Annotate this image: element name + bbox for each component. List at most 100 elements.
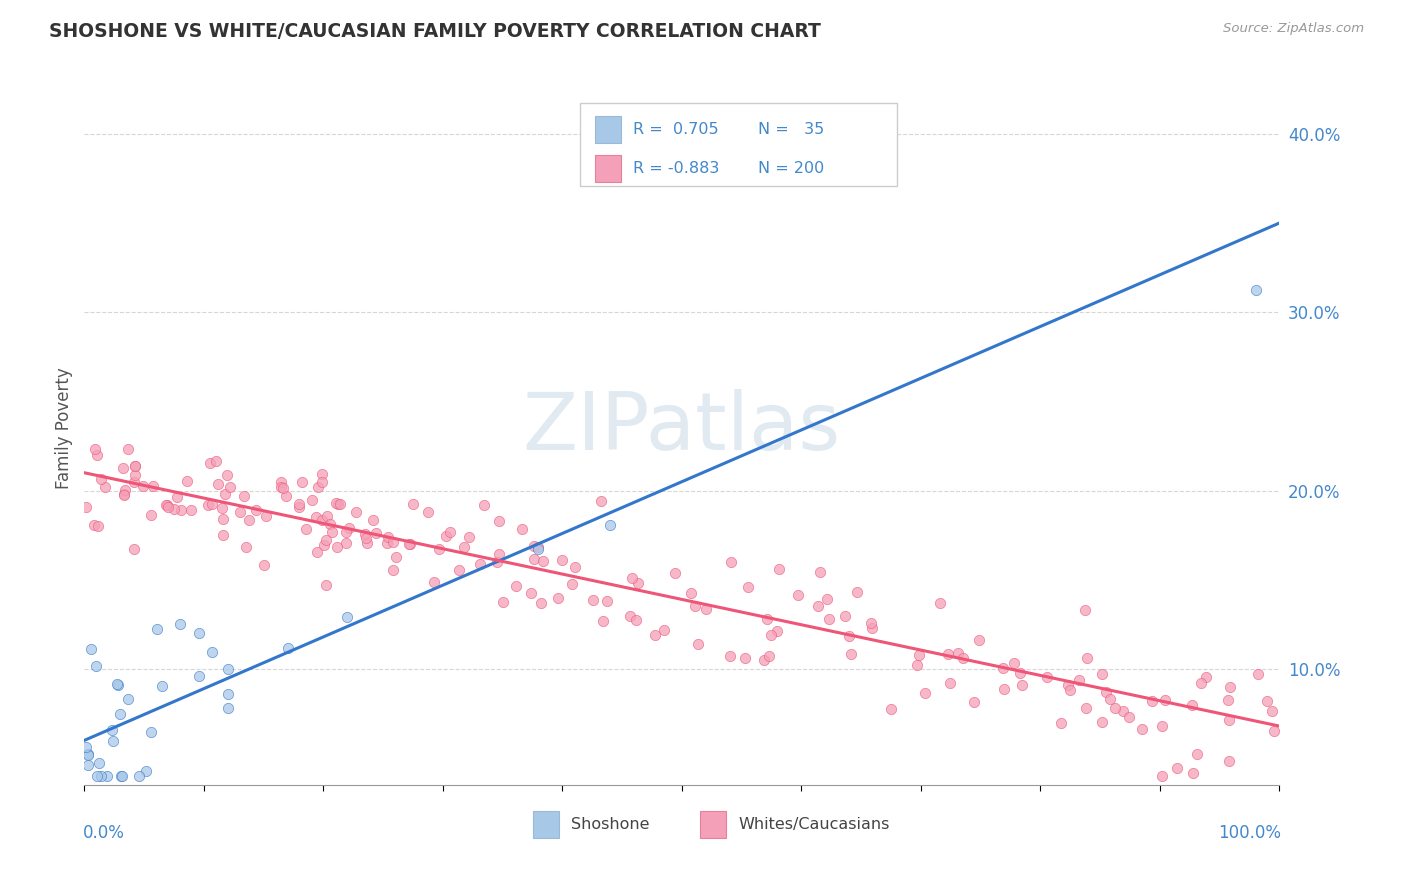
FancyBboxPatch shape xyxy=(595,116,621,144)
Point xyxy=(845,585,868,599)
Point xyxy=(86,448,108,462)
Point xyxy=(908,648,931,663)
Point xyxy=(758,649,780,664)
Point xyxy=(398,537,420,551)
Point xyxy=(180,503,202,517)
Point xyxy=(914,686,936,700)
Point xyxy=(402,497,425,511)
Point xyxy=(207,477,229,491)
Point xyxy=(217,662,239,676)
Point xyxy=(880,702,903,716)
Point xyxy=(993,681,1015,696)
Point xyxy=(124,467,146,482)
Point xyxy=(1002,657,1025,671)
Point xyxy=(271,481,294,495)
Point xyxy=(188,626,211,640)
Point xyxy=(429,541,451,556)
Point xyxy=(447,563,470,577)
Point xyxy=(385,550,408,565)
Point xyxy=(87,519,110,533)
Point xyxy=(321,524,343,539)
Point xyxy=(963,695,986,709)
Point xyxy=(592,614,614,628)
Point xyxy=(90,769,112,783)
Point xyxy=(163,501,186,516)
Point xyxy=(547,591,569,605)
Point xyxy=(458,530,481,544)
Point xyxy=(860,621,883,635)
Point xyxy=(89,756,111,770)
Text: N =   35: N = 35 xyxy=(758,122,825,137)
Point xyxy=(523,540,546,554)
Point xyxy=(326,540,349,554)
Point xyxy=(364,525,387,540)
Text: R = -0.883: R = -0.883 xyxy=(633,161,720,176)
Point xyxy=(1091,666,1114,681)
Point xyxy=(1074,602,1097,616)
Point xyxy=(381,563,404,577)
Point xyxy=(122,475,145,489)
Point xyxy=(217,687,239,701)
Point xyxy=(1094,684,1116,698)
Point xyxy=(654,623,676,637)
Point xyxy=(720,555,742,569)
Point xyxy=(198,456,221,470)
Point xyxy=(686,637,709,651)
Point xyxy=(197,498,219,512)
Point xyxy=(305,509,328,524)
Point xyxy=(939,676,962,690)
Point xyxy=(505,579,527,593)
Point xyxy=(211,512,233,526)
Point xyxy=(169,616,191,631)
Point xyxy=(928,596,950,610)
Point xyxy=(101,734,124,748)
Point xyxy=(141,508,163,523)
Point xyxy=(77,748,100,763)
Point xyxy=(316,509,339,524)
Text: Shoshone: Shoshone xyxy=(571,817,650,832)
Point xyxy=(1195,670,1218,684)
Point xyxy=(339,521,361,535)
FancyBboxPatch shape xyxy=(700,812,725,838)
Point xyxy=(664,566,686,580)
Point xyxy=(76,758,98,772)
Point xyxy=(619,608,641,623)
Point xyxy=(1181,698,1204,713)
Point xyxy=(311,513,333,527)
Point xyxy=(235,540,257,554)
Point xyxy=(107,677,129,691)
Point xyxy=(84,659,107,673)
Point xyxy=(1067,673,1090,687)
Point xyxy=(582,593,605,607)
Point xyxy=(621,571,644,585)
Point xyxy=(398,537,420,551)
Point xyxy=(382,535,405,549)
Point xyxy=(1185,747,1208,761)
Point xyxy=(695,602,717,616)
Point xyxy=(1244,283,1267,297)
Point xyxy=(768,562,790,576)
Point xyxy=(523,552,546,566)
Point xyxy=(218,480,240,494)
Point xyxy=(270,480,292,494)
Point xyxy=(124,458,146,473)
Point xyxy=(599,517,621,532)
Point xyxy=(319,517,342,532)
Point xyxy=(434,529,457,543)
Point xyxy=(734,651,756,665)
Point xyxy=(1256,694,1278,708)
Point xyxy=(531,554,554,568)
Point xyxy=(75,739,97,754)
Point xyxy=(765,624,787,639)
Point xyxy=(808,565,831,579)
Point xyxy=(416,505,439,519)
Point xyxy=(354,526,377,541)
Point xyxy=(527,541,550,556)
Point xyxy=(1112,704,1135,718)
Point xyxy=(326,497,349,511)
Point xyxy=(1011,678,1033,692)
Point xyxy=(526,540,548,554)
Point xyxy=(905,658,928,673)
Point xyxy=(564,560,586,574)
Point xyxy=(254,508,277,523)
